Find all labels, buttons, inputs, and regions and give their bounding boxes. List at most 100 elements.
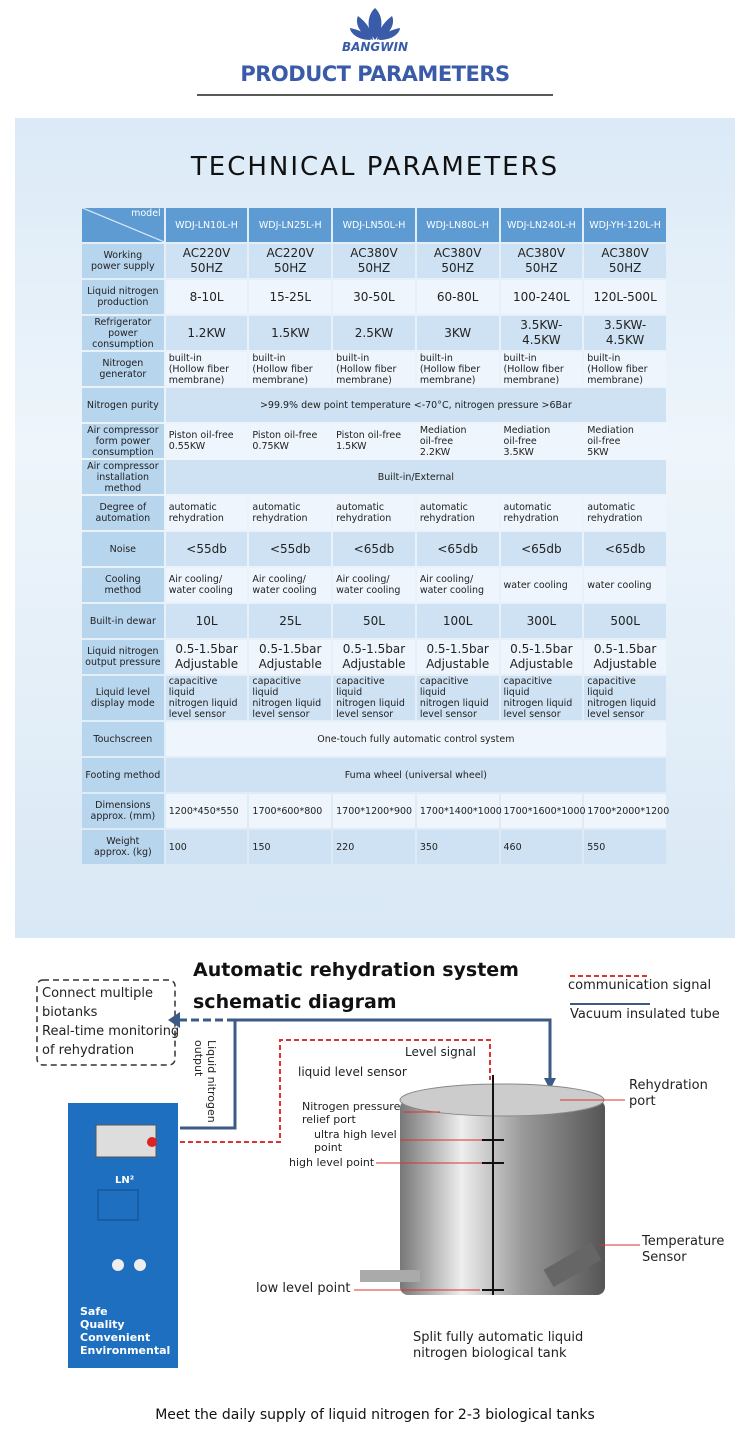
signal: [180, 1039, 491, 1143]
cell: 3.5KW-4.5KW: [584, 316, 666, 350]
row: Liquid nitrogen output pressure 0.5-1.5ba…: [82, 640, 666, 674]
gauge: [112, 1259, 124, 1271]
row: Touchscreen One-touch fully automatic con…: [82, 722, 666, 756]
column-header: WDJ-LN25L-H: [249, 208, 332, 242]
row: Noise <55db <55db <65db <65db <65db <65db: [82, 532, 666, 566]
row: Built-in dewar 10L 25L 50L 100L 300L 500L: [82, 604, 666, 638]
cell: 0.5-1.5bar Adjustable: [333, 640, 415, 674]
footer: Meet the daily supply of liquid nitrogen…: [155, 1407, 595, 1423]
cell: automatic rehydration: [249, 496, 332, 530]
diagram-title: Automatic rehydration system schematic d…: [193, 959, 519, 1013]
cell: 500L: [584, 604, 666, 638]
row-label: Air compressor form power consumption: [82, 424, 164, 458]
label: liquid level sensor: [298, 1065, 407, 1079]
cell: 0.5-1.5bar Adjustable: [165, 640, 248, 674]
legend-item: communication signal: [568, 978, 712, 993]
cell: <55db: [249, 532, 332, 566]
cell: capacitive liquid nitrogen liquid level …: [500, 676, 583, 720]
cell: 60-80L: [416, 280, 499, 314]
row-label: Built-in dewar: [82, 604, 164, 638]
cell: Built-in/External: [165, 460, 666, 494]
label: high level point: [289, 1156, 375, 1169]
cell: Mediation oil-free 2.2KW: [416, 424, 499, 458]
level-marks: [482, 1139, 504, 1291]
cell: Piston oil-free 0.75KW: [249, 424, 332, 458]
row: Liquid nitrogen production 8-10L 15-25L 30-…: [82, 280, 666, 314]
label: low level point: [256, 1281, 351, 1296]
cell: <65db: [333, 532, 415, 566]
column-header: WDJ-LN10L-H: [165, 208, 248, 242]
cell: 3.5KW-4.5KW: [500, 316, 583, 350]
cell: 1200*450*550: [165, 794, 248, 828]
cabinet-logo: LN²: [115, 1175, 135, 1186]
cell: <65db: [416, 532, 499, 566]
cell: 15-25L: [249, 280, 332, 314]
label: Nitrogen pressure relief port: [302, 1100, 401, 1126]
cell: automatic rehydration: [500, 496, 583, 530]
cell: 100-240L: [500, 280, 583, 314]
row: Degree of automation automatic rehydratio…: [82, 496, 666, 530]
row-label: Noise: [82, 532, 164, 566]
cell: 460: [500, 830, 583, 864]
arrow: [168, 1012, 180, 1028]
corner: model: [82, 208, 164, 242]
row-label: Cooling method: [82, 568, 164, 602]
cell: Air cooling/ water cooling: [249, 568, 332, 602]
cell: 50L: [333, 604, 415, 638]
cell: 120L-500L: [584, 280, 666, 314]
cell: 30-50L: [333, 280, 415, 314]
cell: automatic rehydration: [165, 496, 248, 530]
row-label: Dimensions approx. (mm): [82, 794, 164, 828]
row: Cooling method Air cooling/ water cooling…: [82, 568, 666, 602]
row: Nitrogen purity >99.9% dew point temperat…: [82, 388, 666, 422]
label: Level signal: [405, 1045, 476, 1059]
cell: capacitive liquid nitrogen liquid level …: [584, 676, 666, 720]
row-label: Liquid nitrogen output pressure: [82, 640, 164, 674]
cell: AC380V 50HZ: [333, 244, 415, 278]
cell: 3KW: [416, 316, 499, 350]
cell: built-in (Hollow fiber membrane): [249, 352, 332, 386]
cell: 100: [165, 830, 248, 864]
cell: capacitive liquid nitrogen liquid level …: [416, 676, 499, 720]
cell: Piston oil-free 1.5KW: [333, 424, 415, 458]
row-label: Nitrogen generator: [82, 352, 164, 386]
row: Weight approx. (kg) 100 150 220 350 460 550: [82, 830, 666, 864]
column-header: WDJ-LN240L-H: [500, 208, 583, 242]
cell: 1.2KW: [165, 316, 248, 350]
row-label: Footing method: [82, 758, 164, 792]
label: ultra high level point: [314, 1128, 397, 1154]
cell: water cooling: [500, 568, 583, 602]
cell: capacitive liquid nitrogen liquid level …: [165, 676, 248, 720]
cell: 100L: [416, 604, 499, 638]
row-label: Air compressor installation method: [82, 460, 164, 494]
row: Nitrogen generator built-in (Hollow fiber…: [82, 352, 666, 386]
cell: capacitive liquid nitrogen liquid level …: [333, 676, 415, 720]
cell: 0.5-1.5bar Adjustable: [416, 640, 499, 674]
row: Air compressor form power consumption Pis…: [82, 424, 666, 458]
cell: 300L: [500, 604, 583, 638]
brand: BANGWIN: [341, 40, 409, 54]
box-text: Connect multiple biotanks Real-time moni…: [42, 986, 180, 1058]
cell: 1700*600*800: [249, 794, 332, 828]
cell: built-in (Hollow fiber membrane): [333, 352, 415, 386]
arrow: [544, 1078, 556, 1090]
label: Split fully automatic liquid nitrogen bi…: [413, 1330, 584, 1361]
cell: 220: [333, 830, 415, 864]
cell: built-in (Hollow fiber membrane): [500, 352, 583, 386]
legend-item: Vacuum insulated tube: [570, 1007, 720, 1022]
header-row: model WDJ-LN10L-H WDJ-LN25L-H WDJ-LN50L-H WD…: [82, 208, 666, 242]
row: Air compressor installation method Built-…: [82, 460, 666, 494]
cell: 350: [416, 830, 499, 864]
screen: [95, 1124, 157, 1158]
row-label: Liquid nitrogen production: [82, 280, 164, 314]
cell: Air cooling/ water cooling: [333, 568, 415, 602]
row-label: Liquid level display mode: [82, 676, 164, 720]
cell: built-in (Hollow fiber membrane): [584, 352, 666, 386]
cell: Air cooling/ water cooling: [165, 568, 248, 602]
cell: Air cooling/ water cooling: [416, 568, 499, 602]
spec-table: model WDJ-LN10L-H WDJ-LN25L-H WDJ-LN50L-H WD…: [80, 206, 669, 866]
logo: [350, 8, 400, 40]
cell: water cooling: [584, 568, 666, 602]
cell: AC380V 50HZ: [416, 244, 499, 278]
cell: 25L: [249, 604, 332, 638]
